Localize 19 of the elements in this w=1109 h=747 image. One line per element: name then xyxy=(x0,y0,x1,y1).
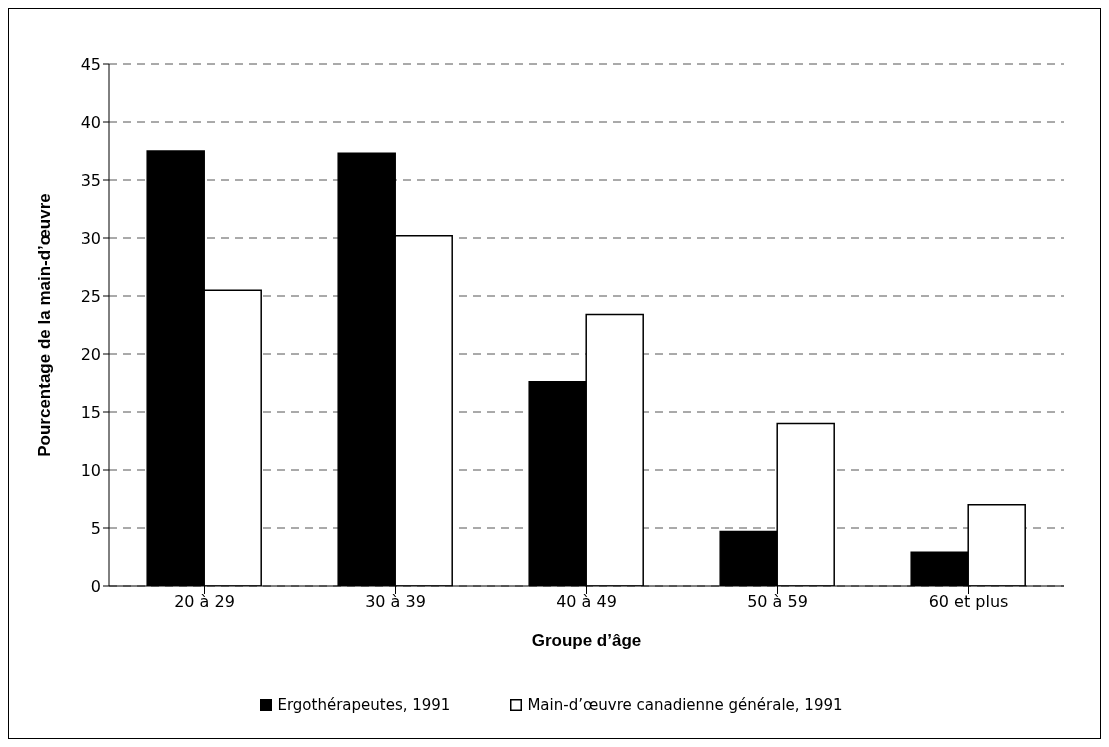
y-tick-label: 30 xyxy=(80,228,101,248)
x-tick-label: 40 à 49 xyxy=(556,592,617,612)
y-axis-title: Pourcentage de la main-d’œuvre xyxy=(35,193,55,457)
x-tick-label: 50 à 59 xyxy=(747,592,808,612)
legend-label: Ergothérapeutes, 1991 xyxy=(277,696,451,714)
y-tick-label: 45 xyxy=(80,54,101,74)
y-tick-label: 20 xyxy=(80,344,101,364)
y-tick-label: 0 xyxy=(90,576,101,596)
x-tick-label: 30 à 39 xyxy=(365,592,426,612)
y-tick-label: 15 xyxy=(80,402,101,422)
legend-label: Main-d’œuvre canadienne générale, 1991 xyxy=(527,696,843,714)
y-tick-label: 25 xyxy=(80,286,101,306)
x-axis-title: Groupe d’âge xyxy=(531,631,642,650)
y-tick-label: 40 xyxy=(80,112,101,132)
y-tick-label: 35 xyxy=(80,170,101,190)
x-tick-label: 60 et plus xyxy=(928,592,1009,612)
y-tick-label: 10 xyxy=(80,460,101,480)
y-tick-label: 5 xyxy=(90,518,101,538)
x-tick-label: 20 à 29 xyxy=(174,592,235,612)
